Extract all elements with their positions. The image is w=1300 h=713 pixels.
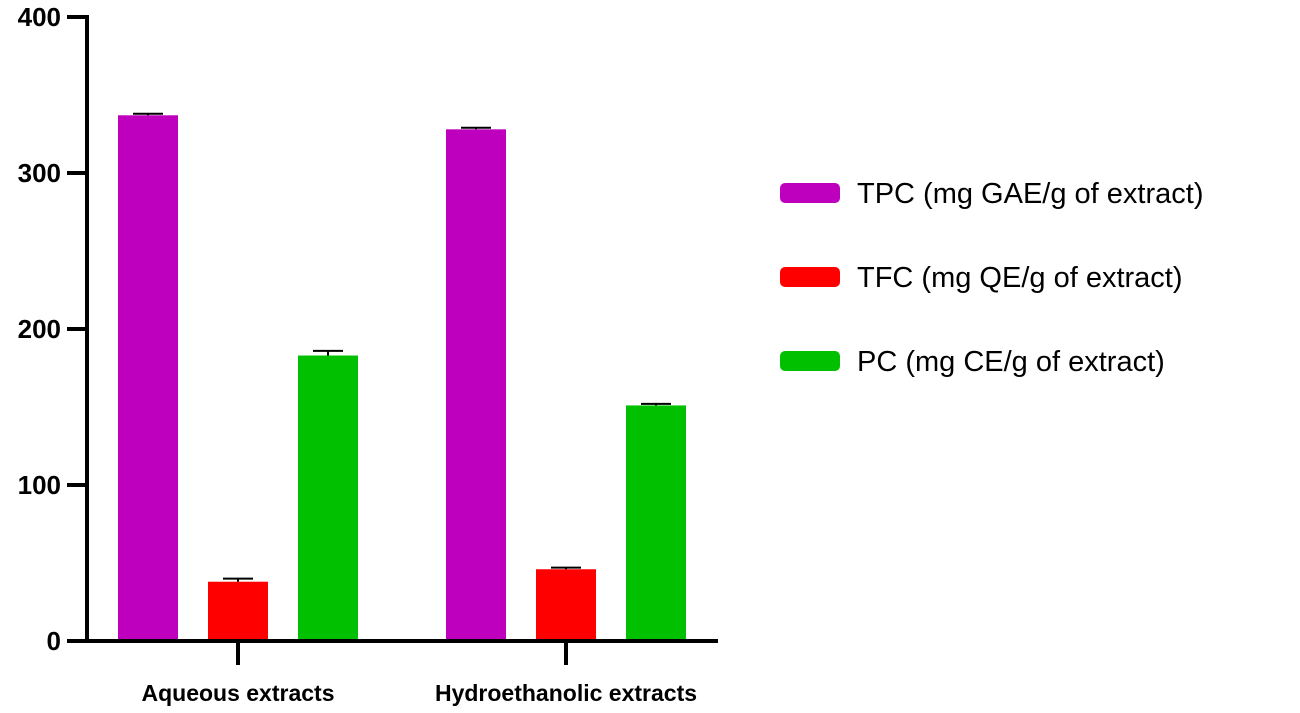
- x-category-label-0: Aqueous extracts: [141, 680, 334, 706]
- legend-item-2: PC (mg CE/g of extract): [780, 346, 1165, 378]
- legend-swatch-1: [780, 267, 840, 287]
- error-bar-series-1-cat-0: [223, 577, 253, 582]
- bar-series-2-cat-1: [626, 405, 686, 641]
- bar-series-0-cat-1: [446, 129, 506, 641]
- bar-series-1-cat-0: [208, 581, 268, 641]
- x-categories-group: Aqueous extracts Hydroethanolic extracts: [141, 641, 697, 706]
- bars-group: [118, 115, 686, 641]
- error-bar-series-1-cat-1: [551, 566, 581, 570]
- y-tick-label-2: 200: [18, 314, 61, 344]
- y-tick-label-4: 400: [18, 2, 61, 32]
- legend-swatch-2: [780, 351, 840, 371]
- legend-swatch-0: [780, 183, 840, 203]
- y-tick-label-3: 300: [18, 158, 61, 188]
- bar-series-0-cat-0: [118, 115, 178, 641]
- legend: TPC (mg GAE/g of extract) TFC (mg QE/g of…: [780, 178, 1203, 378]
- error-bar-series-2-cat-1: [641, 402, 671, 406]
- y-tick-label-1: 100: [18, 470, 61, 500]
- legend-item-0: TPC (mg GAE/g of extract): [780, 178, 1203, 210]
- y-ticks-group: 0 100 200 300 400: [18, 2, 87, 656]
- error-bar-series-0-cat-0: [133, 112, 163, 116]
- legend-item-1: TFC (mg QE/g of extract): [780, 262, 1183, 294]
- error-bar-series-0-cat-1: [461, 126, 491, 130]
- error-bars-group: [133, 112, 671, 582]
- bar-series-2-cat-0: [298, 355, 358, 641]
- bar-series-1-cat-1: [536, 569, 596, 641]
- y-tick-label-0: 0: [47, 626, 61, 656]
- legend-label-2: PC (mg CE/g of extract): [857, 346, 1165, 378]
- error-bar-series-2-cat-0: [313, 349, 343, 356]
- legend-label-1: TFC (mg QE/g of extract): [857, 262, 1183, 294]
- x-category-label-1: Hydroethanolic extracts: [435, 680, 697, 706]
- legend-label-0: TPC (mg GAE/g of extract): [857, 178, 1203, 210]
- axes-group: [85, 15, 718, 643]
